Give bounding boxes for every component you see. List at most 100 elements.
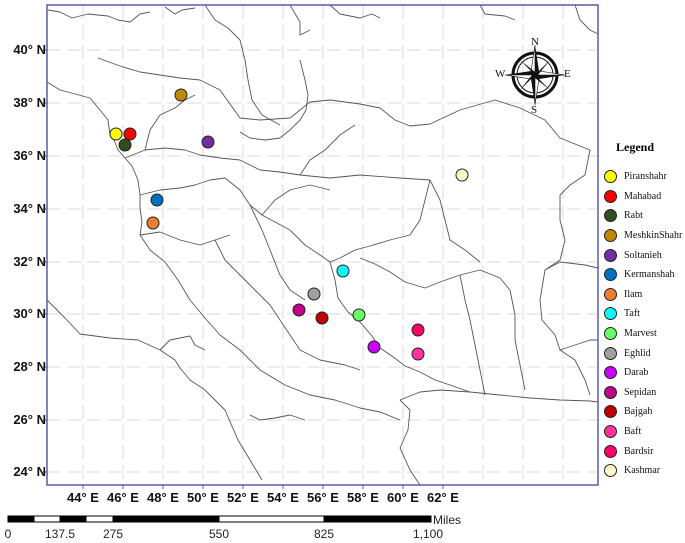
site-marvest[interactable] [352,308,366,322]
legend-label: MeshkinShahr [624,230,683,242]
legend-item: Bajgah [604,402,684,422]
legend-dot-icon [604,229,617,243]
lon-label: 56° E [307,490,339,505]
legend-item: Marvest [604,324,684,344]
site-ilam[interactable] [146,216,160,230]
legend-dot-icon [604,268,617,282]
lon-label: 44° E [67,490,99,505]
lat-label: 28° N [13,359,46,374]
legend-label: Eghlid [624,347,651,359]
scale-label: 275 [102,527,124,541]
legend-dot-icon [604,189,617,203]
graticule [47,5,598,485]
legend-item: Ilam [604,285,684,305]
site-sepidan[interactable] [292,303,306,317]
legend-dot-icon [604,385,617,399]
legend-label: Piranshahr [624,171,667,183]
legend-item: Rabt [604,206,684,226]
legend-dot-icon [604,248,617,262]
lat-label: 24° N [13,464,46,479]
legend-label: Taft [624,308,640,320]
legend-item: MeshkinShahr [604,226,684,246]
site-soltanieh[interactable] [201,135,215,149]
lon-label: 50° E [187,490,219,505]
compass-north: N [531,36,539,48]
scale-label: 550 [208,527,230,541]
legend-label: Sepidan [624,386,657,398]
scale-label: 825 [313,527,335,541]
legend-item: Baft [604,422,684,442]
site-bajgah[interactable] [315,311,329,325]
lon-label: 46° E [107,490,139,505]
legend-dot-icon [604,464,617,478]
legend-item: Darab [604,363,684,383]
lat-label: 34° N [13,201,46,216]
legend-item: Soltanieh [604,245,684,265]
compass-south: S [531,104,538,116]
scale-label: 0 [4,527,12,541]
legend-label: Bardsir [624,445,654,457]
lon-label: 54° E [267,490,299,505]
legend-label: Soltanieh [624,249,662,261]
site-rabt[interactable] [118,138,132,152]
legend-label: Bajgah [624,406,653,418]
site-baft[interactable] [411,347,425,361]
lat-label: 30° N [13,306,46,321]
site-darab[interactable] [367,340,381,354]
legend-label: Ilam [624,288,643,300]
compass-west: W [495,68,506,80]
legend-label: Baft [624,426,642,438]
sample-sites [109,88,469,361]
site-kashmar[interactable] [455,168,469,182]
lon-label: 48° E [147,490,179,505]
compass-rose-icon [504,44,566,106]
legend-dot-icon [604,444,617,458]
legend-dot-icon [604,366,617,380]
compass-east: E [564,68,571,80]
legend-item: Sepidan [604,383,684,403]
legend-item: Kermanshah [604,265,684,285]
legend-label: Kermanshah [624,269,675,281]
lon-label: 60° E [387,490,419,505]
lat-label: 38° N [13,95,46,110]
legend-item: Eghlid [604,343,684,363]
boundaries [46,4,599,486]
legend-dot-icon [604,170,617,184]
legend-dot-icon [604,209,617,223]
site-taft[interactable] [336,264,350,278]
site-piranshahr[interactable] [109,127,123,141]
legend-item: Kashmar [604,461,684,481]
legend-label: Mahabad [624,190,662,202]
legend: Legend Piranshahr Mahabad Rabt MeshkinSh… [604,140,684,481]
site-bardsir[interactable] [411,323,425,337]
lon-label: 58° E [347,490,379,505]
lon-label: 52° E [227,490,259,505]
lon-label: 62° E [427,490,459,505]
site-kermanshah[interactable] [150,193,164,207]
site-meshkinshahr[interactable] [174,88,188,102]
legend-title: Legend [616,140,655,154]
lat-label: 40° N [13,42,46,57]
legend-label: Kashmar [624,465,661,477]
legend-dot-icon [604,307,617,321]
scale-unit: Miles [433,513,462,527]
legend-label: Rabt [624,210,643,222]
legend-item: Piranshahr [604,167,684,187]
legend-dot-icon [604,346,617,360]
legend-dot-icon [604,405,617,419]
legend-item: Taft [604,304,684,324]
legend-item: Bardsir [604,441,684,461]
site-eghlid[interactable] [307,287,321,301]
legend-label: Marvest [624,328,657,340]
scale-label: 137.5 [44,527,76,541]
lat-label: 32° N [13,254,46,269]
legend-item: Mahabad [604,187,684,207]
scale-bar [7,515,432,523]
lat-label: 26° N [13,412,46,427]
legend-dot-icon [604,287,617,301]
legend-dot-icon [604,425,617,439]
legend-dot-icon [604,327,617,341]
site-mahabad[interactable] [123,127,137,141]
lat-label: 36° N [13,148,46,163]
